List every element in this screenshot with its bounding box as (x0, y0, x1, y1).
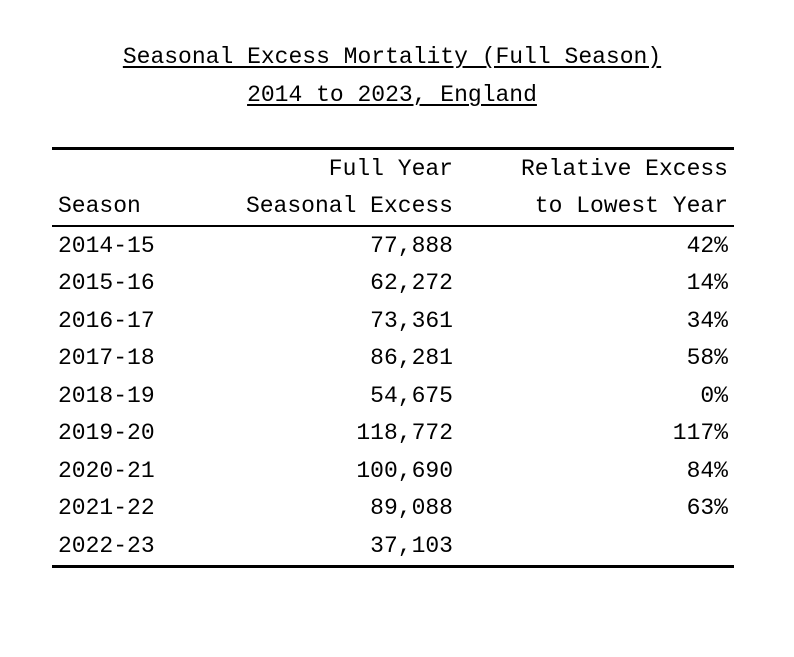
relative-cell: 58% (686, 345, 728, 372)
excess-cell: 100,690 (356, 457, 453, 484)
table-top-rule (52, 147, 734, 150)
relative-cell: 14% (686, 270, 728, 297)
relative-cell: 34% (686, 307, 728, 334)
season-cell: 2014-15 (58, 232, 155, 259)
header-bottom-col1: Season (58, 193, 141, 220)
table-body: 2014-15 77,888 42% 2015-16 62,272 14% 20… (52, 227, 734, 565)
excess-cell: 54,675 (370, 382, 453, 409)
header-top-col3: Relative Excess (520, 155, 728, 182)
table-row: 2021-22 89,088 63% (52, 490, 734, 528)
table-header-row-bottom: Season Seasonal Excess to Lowest Year (52, 188, 734, 226)
table-row: 2019-20 118,772 117% (52, 415, 734, 453)
season-cell: 2022-23 (58, 532, 155, 559)
relative-cell: 0% (700, 382, 728, 409)
table-row: 2014-15 77,888 42% (52, 227, 734, 265)
table-header-row-top: Full Year Relative Excess (52, 150, 734, 188)
relative-cell: 42% (686, 232, 728, 259)
season-cell: 2016-17 (58, 307, 155, 334)
excess-cell: 73,361 (370, 307, 453, 334)
excess-cell: 118,772 (356, 420, 453, 447)
table-row: 2016-17 73,361 34% (52, 302, 734, 340)
excess-cell: 37,103 (370, 532, 453, 559)
excess-cell: 89,088 (370, 495, 453, 522)
relative-cell: 84% (686, 457, 728, 484)
table-row: 2017-18 86,281 58% (52, 340, 734, 378)
table-row: 2015-16 62,272 14% (52, 265, 734, 303)
season-cell: 2020-21 (58, 457, 155, 484)
table-row: 2020-21 100,690 84% (52, 452, 734, 490)
title-line-1: Seasonal Excess Mortality (Full Season) (122, 44, 662, 70)
season-cell: 2015-16 (58, 270, 155, 297)
header-bottom-col2: Seasonal Excess (245, 193, 453, 220)
season-cell: 2018-19 (58, 382, 155, 409)
excess-cell: 77,888 (370, 232, 453, 259)
excess-cell: 62,272 (370, 270, 453, 297)
relative-cell: 63% (686, 495, 728, 522)
table-bottom-rule (52, 564, 734, 568)
title-block: Seasonal Excess Mortality (Full Season) … (0, 38, 784, 114)
mortality-table: Full Year Relative Excess Season Seasona… (52, 147, 734, 568)
season-cell: 2017-18 (58, 345, 155, 372)
season-cell: 2021-22 (58, 495, 155, 522)
excess-cell: 86,281 (370, 345, 453, 372)
header-top-col2: Full Year (328, 155, 453, 182)
title-line-2: 2014 to 2023, England (247, 82, 537, 108)
season-cell: 2019-20 (58, 420, 155, 447)
table-row: 2022-23 37,103 (52, 527, 734, 565)
relative-cell: 117% (672, 420, 728, 447)
header-bottom-col3: to Lowest Year (534, 193, 728, 220)
table-row: 2018-19 54,675 0% (52, 377, 734, 415)
table-header-rule (52, 225, 734, 227)
